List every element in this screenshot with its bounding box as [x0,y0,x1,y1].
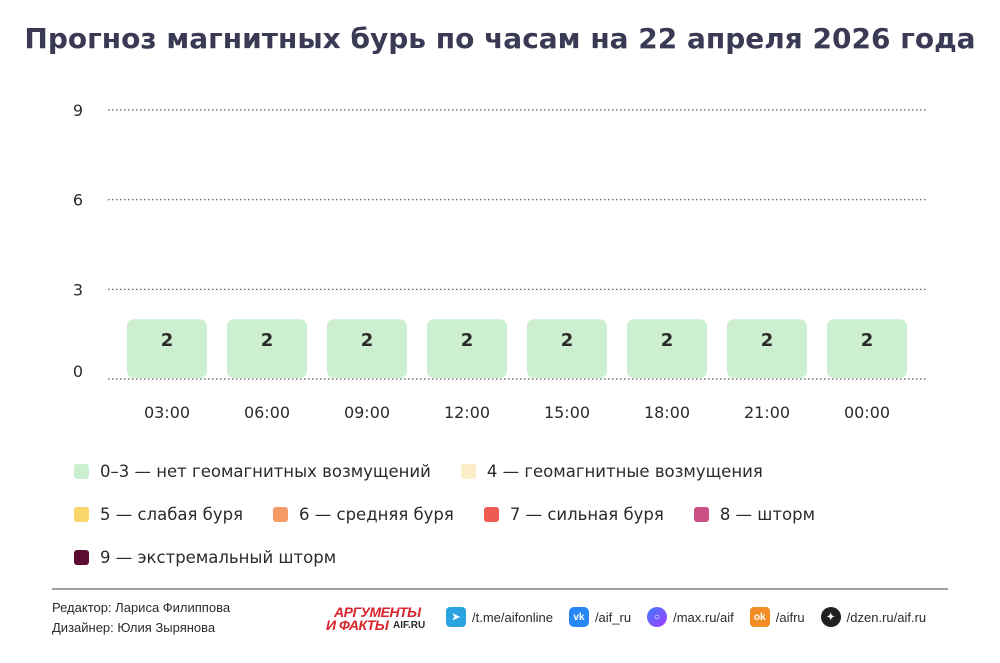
vk-icon: vk [568,607,589,627]
legend-label: 6 — средняя буря [299,504,454,524]
social-link[interactable]: ✦ /dzen.ru/aif.ru [820,607,927,627]
bar-value-label: 2 [361,330,374,351]
legend-label: 7 — сильная буря [509,504,664,524]
legend-label: 5 — слабая буря [100,504,244,524]
social-link-text: /dzen.ru/aif.ru [846,609,927,625]
social-link-text: /aifru [775,609,805,625]
legend: 0–3 — нет геомагнитных возмущений 4 — гео… [74,460,934,589]
legend-item: 5 — слабая буря [74,505,243,524]
legend-swatch [74,506,89,522]
social-link-text: /aif_ru [594,609,632,625]
x-tick-label: 06:00 [244,403,290,422]
legend-swatch [74,463,89,479]
editor-credit: Редактор: Лариса Филиппова [52,600,231,615]
legend-label: 4 — геомагнитные возмущения [486,461,763,481]
max-icon: ○ [647,607,668,627]
credits: Редактор: Лариса Филиппова Дизайнер: Юли… [52,598,230,638]
legend-row: 0–3 — нет геомагнитных возмущений 4 — гео… [74,460,934,482]
legend-swatch [74,549,89,565]
bar-value-label: 2 [861,330,874,351]
social-link[interactable]: vk/aif_ru [568,607,632,627]
bar-value-label: 2 [261,330,274,351]
legend-item: 6 — средняя буря [273,505,454,524]
bar [827,319,907,378]
social-link[interactable]: ○ /max.ru/aif [647,607,734,627]
bar [427,319,507,378]
bar [627,319,707,378]
social-link[interactable]: ok/aifru [749,607,805,627]
bar-value-label: 2 [761,330,774,351]
x-tick-label: 21:00 [744,403,790,422]
odnoklassniki-icon: ok [749,607,770,627]
x-tick-label: 00:00 [844,403,890,422]
bar-value-label: 2 [561,330,574,351]
bar [327,319,407,378]
aif-logo[interactable]: АРГУМЕНТЫ И ФАКТЫ AIF.RU [326,604,432,634]
legend-row: 5 — слабая буря 6 — средняя буря 7 — сильн… [74,503,934,525]
legend-label: 8 — шторм [719,504,816,524]
bar-value-label: 2 [661,330,674,351]
y-tick-label: 6 [73,191,83,210]
legend-item: 8 — шторм [693,504,816,524]
bar [227,319,307,378]
y-tick-label: 3 [73,280,83,299]
legend-item: 0–3 — нет геомагнитных возмущений [74,462,431,481]
legend-swatch [273,506,289,522]
logo-top-text: АРГУМЕНТЫ [334,604,421,620]
social-link[interactable]: ➤ /t.me/aifonline [446,607,553,627]
x-tick-label: 03:00 [144,403,190,422]
legend-item: 7 — сильная буря [483,504,664,524]
bar [727,319,807,378]
legend-item: 9 — экстремальный шторм [74,548,336,567]
bar-value-label: 2 [461,330,474,351]
y-tick-label: 0 [73,362,83,381]
footer-divider [52,588,948,590]
chart-title: Прогноз магнитных бурь по часам на 22 ап… [24,22,976,55]
legend-swatch [693,506,709,522]
y-tick-label: 9 [73,101,83,120]
x-tick-label: 12:00 [444,403,490,422]
legend-row: 9 — экстремальный шторм [74,546,934,568]
legend-swatch [460,463,476,479]
x-tick-label: 18:00 [644,403,690,422]
logo-bottom-text: И ФАКТЫ [326,617,389,633]
bar [127,319,207,378]
dzen-icon: ✦ [820,607,841,627]
social-link-text: /max.ru/aif [673,609,734,625]
designer-credit: Дизайнер: Юлия Зырянова [52,620,216,635]
telegram-icon: ➤ [446,607,466,627]
logo-site-text: AIF.RU [393,620,426,631]
legend-label: 0–3 — нет геомагнитных возмущений [100,461,431,481]
legend-swatch [483,506,499,522]
bar-value-label: 2 [161,330,174,351]
x-tick-label: 09:00 [344,403,390,422]
bar-chart: 0 3 6 9 2 03:00 2 06:00 2 09:00 2 12:00 2 15:00 2 18:00… [73,101,928,422]
legend-label: 9 — экстремальный шторм [100,547,337,567]
bar [527,319,607,378]
legend-item: 4 — геомагнитные возмущения [460,461,763,481]
x-tick-label: 15:00 [544,403,590,422]
social-links: ➤/t.me/aifonline vk/aif_ru ○/max.ru/aif ok /… [446,607,942,627]
social-link-text: /t.me/aifonline [472,609,553,625]
